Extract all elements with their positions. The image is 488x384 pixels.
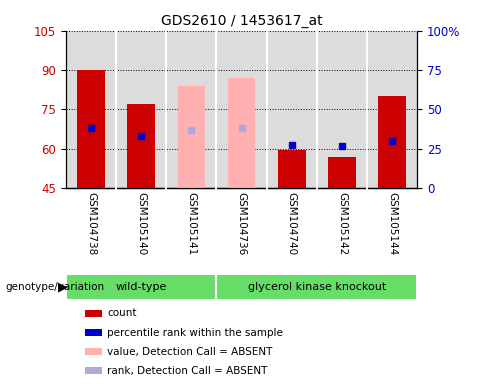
Text: GSM105142: GSM105142 xyxy=(337,192,347,256)
Text: percentile rank within the sample: percentile rank within the sample xyxy=(107,328,283,338)
Text: wild-type: wild-type xyxy=(116,282,167,292)
Text: rank, Detection Call = ABSENT: rank, Detection Call = ABSENT xyxy=(107,366,268,376)
Text: value, Detection Call = ABSENT: value, Detection Call = ABSENT xyxy=(107,347,273,357)
Bar xyxy=(217,274,417,300)
Text: GSM105144: GSM105144 xyxy=(387,192,397,256)
Text: glycerol kinase knockout: glycerol kinase knockout xyxy=(248,282,386,292)
Text: ▶: ▶ xyxy=(58,281,67,294)
Bar xyxy=(328,157,356,188)
Title: GDS2610 / 1453617_at: GDS2610 / 1453617_at xyxy=(161,14,323,28)
Bar xyxy=(228,78,255,188)
Bar xyxy=(66,274,217,300)
Text: GSM105140: GSM105140 xyxy=(136,192,146,255)
Text: genotype/variation: genotype/variation xyxy=(5,282,104,292)
Bar xyxy=(127,104,155,188)
Bar xyxy=(378,96,406,188)
Text: GSM105141: GSM105141 xyxy=(186,192,196,256)
Text: GSM104736: GSM104736 xyxy=(237,192,246,256)
Text: count: count xyxy=(107,308,137,318)
Bar xyxy=(77,70,105,188)
Text: GSM104740: GSM104740 xyxy=(287,192,297,255)
Bar xyxy=(278,150,305,188)
Bar xyxy=(178,86,205,188)
Text: GSM104738: GSM104738 xyxy=(86,192,96,256)
